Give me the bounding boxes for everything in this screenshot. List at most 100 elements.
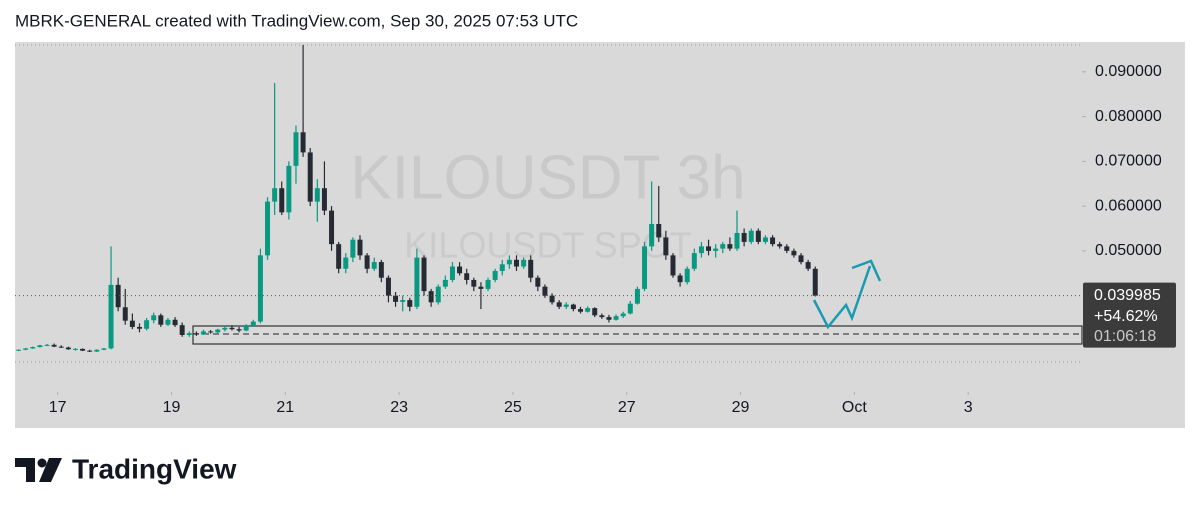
candle-body [670,255,676,276]
candle-body [44,344,50,346]
candle-body [620,313,626,317]
x-tick-label: 17 [49,399,67,416]
candle-body [201,331,206,335]
candle-body [136,326,142,329]
candle-body [777,244,783,247]
candle-body [634,288,640,304]
x-tick-label: 3 [964,399,973,416]
logo-icon-slash [39,458,62,482]
candle-body [720,244,726,249]
candle-body [549,295,555,303]
candle-body [478,286,484,289]
y-tick-label: 0.070000 [1095,153,1162,170]
candle-body [727,244,733,249]
last-price-label: 0.039985 [1094,287,1161,304]
candle-body [279,188,285,213]
change-label: +54.62% [1094,308,1158,325]
candle-body [713,248,719,251]
candle-body [364,255,370,269]
candle-body [343,257,349,269]
candle-body [471,279,477,287]
countdown-label: 01:06:18 [1094,328,1156,345]
drawings [192,259,1083,345]
candle-body [570,304,576,310]
candle-body [770,237,776,245]
candle-body [698,246,704,254]
header-text: MBRK-GENERAL created with TradingView.co… [15,11,578,30]
candle-body [755,230,761,242]
candle-body [414,257,420,307]
x-tick-label: 29 [732,399,750,416]
logo-icon [15,458,35,482]
candle-body [158,315,164,325]
x-tick-label: Oct [842,399,867,416]
candle-body [649,224,655,247]
brand-name: TradingView [72,453,237,484]
candle-body [272,188,278,202]
candle-body [321,188,327,211]
candle-body [378,262,384,278]
candle-body [87,350,93,352]
candle-body [94,349,100,352]
candle-body [691,253,697,269]
y-tick-label: 0.090000 [1095,63,1162,80]
candle-body [286,165,292,213]
range-box [192,325,1083,345]
candle-body [599,315,605,318]
candle-body [485,279,491,289]
candle-body [556,302,562,307]
candle-body [734,232,740,249]
candle-body [613,316,619,320]
candle-body [457,266,463,274]
candle-body [528,259,534,278]
candle-body [656,224,662,238]
candle-body [428,291,434,303]
candle-body [357,239,363,256]
candle-body [684,268,690,283]
candle-body [16,349,22,351]
candle-body [578,309,583,312]
candle-body [393,295,399,302]
candle-body [193,333,199,335]
candle-body [798,255,804,263]
candle-body [499,264,505,272]
candle-body [51,344,57,347]
candle-body [129,320,135,327]
candle-body [385,277,391,296]
candle-body [506,259,512,265]
candle-body [663,237,669,256]
chart-panel [15,42,1185,428]
candle-body [442,279,448,287]
candle-body [400,300,406,302]
candle-body [122,307,128,321]
candle-body [165,319,171,325]
candle-body [250,321,256,326]
candle-body [80,348,86,351]
candle-body [314,188,320,202]
candle-body [592,308,598,316]
candle-body [606,317,612,320]
candle-body [144,320,150,329]
watermark-subtitle: KILOUSDT SPOT [404,225,691,266]
projection-arrow [812,265,872,330]
candle-body [421,257,427,292]
candle-body [265,201,271,256]
y-tick-label: 0.050000 [1095,242,1162,259]
x-tick-label: 21 [276,399,294,416]
candle-body [101,348,107,350]
candle-body [151,315,157,321]
candle-body [215,329,221,333]
candle-body [784,246,790,251]
candle-body [65,347,71,350]
candle-body [642,246,648,289]
candle-body [748,230,754,242]
candle-body [108,284,114,349]
candle-body [293,132,299,166]
candle-body [741,232,747,242]
candle-body [307,152,313,202]
candle-body [371,262,377,269]
y-tick-label: 0.060000 [1095,197,1162,214]
candle-body [521,259,527,267]
candle-body [706,246,712,251]
candle-body [37,345,43,348]
